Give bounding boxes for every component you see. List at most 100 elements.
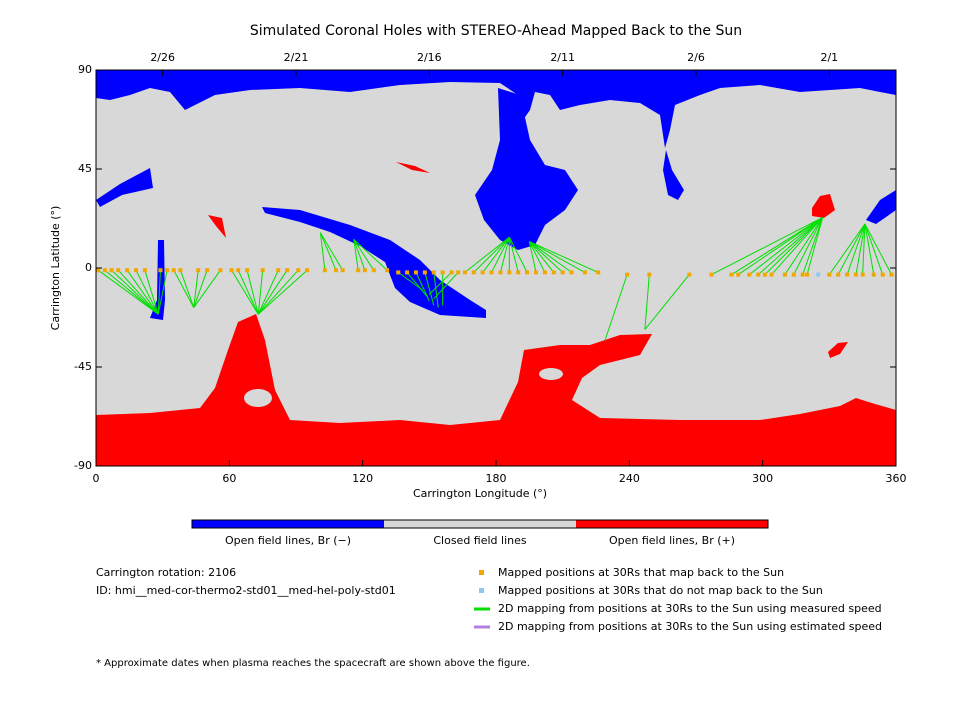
mapped-point xyxy=(371,268,376,273)
mapping-line xyxy=(499,237,510,273)
mapped-point xyxy=(582,270,587,275)
mapped-point xyxy=(362,268,367,273)
coronal-hole-positive xyxy=(828,342,848,358)
mapping-line xyxy=(319,232,326,271)
mapped-point xyxy=(196,268,201,273)
mapping-line xyxy=(246,270,259,315)
mapped-point xyxy=(805,272,810,277)
x-tick-label: 360 xyxy=(886,472,907,485)
colorbar-segment xyxy=(384,520,576,528)
mapping-line xyxy=(415,272,430,302)
mapped-point xyxy=(171,268,176,273)
x-tick-label: 240 xyxy=(619,472,640,485)
mapped-point xyxy=(422,270,427,275)
mapped-point xyxy=(769,272,774,277)
legend-label: Mapped positions at 30Rs that map back t… xyxy=(498,566,784,579)
mapped-point xyxy=(229,268,234,273)
mapping-line xyxy=(764,217,824,275)
mapping-line xyxy=(757,217,823,275)
mapping-line xyxy=(464,236,510,273)
legend-label: Mapped positions at 30Rs that do not map… xyxy=(498,584,823,597)
mapping-line xyxy=(508,237,519,273)
legend-marker xyxy=(479,588,484,593)
mapping-line xyxy=(257,269,299,315)
mapping-line xyxy=(173,269,195,308)
mapped-point xyxy=(729,272,734,277)
mapping-line xyxy=(528,241,546,273)
mapped-point xyxy=(218,268,223,273)
mapped-point xyxy=(709,272,714,277)
colorbar-label: Open field lines, Br (−) xyxy=(225,534,351,547)
mapped-point xyxy=(560,270,565,275)
mapping-line xyxy=(157,270,168,315)
mapped-point xyxy=(165,268,170,273)
mapped-point xyxy=(109,268,114,273)
mapping-line xyxy=(193,270,208,308)
mapped-point xyxy=(322,268,327,273)
mapping-line xyxy=(157,270,161,315)
mapping-line xyxy=(846,223,866,275)
mapped-point xyxy=(880,272,885,277)
mapping-line xyxy=(424,272,435,306)
mapped-point xyxy=(245,268,250,273)
x-tick-label: 120 xyxy=(352,472,373,485)
top-tick-label: 2/21 xyxy=(284,51,309,64)
mapped-point xyxy=(116,268,121,273)
footnote: * Approximate dates when plasma reaches … xyxy=(96,658,530,669)
mapping-line xyxy=(353,239,388,271)
mapping-line xyxy=(482,236,510,273)
legend-label: 2D mapping from positions at 30Rs to the… xyxy=(498,620,882,633)
mapped-point xyxy=(456,270,461,275)
mapped-point xyxy=(816,272,821,277)
x-tick-label: 0 xyxy=(93,472,100,485)
mapping-line xyxy=(862,223,866,275)
x-axis-label: Carrington Longitude (°) xyxy=(413,487,547,500)
mapped-point xyxy=(480,270,485,275)
mapping-line xyxy=(529,241,599,273)
coronal-hole-positive xyxy=(396,162,430,173)
legend-marker xyxy=(479,570,484,575)
mapped-point xyxy=(782,272,787,277)
mapped-point xyxy=(414,270,418,275)
mapping-line xyxy=(353,239,375,271)
mapped-point xyxy=(845,272,850,277)
mapped-point xyxy=(525,270,530,275)
top-tick-label: 2/1 xyxy=(820,51,838,64)
y-axis-label: Carrington Latitude (°) xyxy=(49,206,62,331)
mapped-point xyxy=(647,272,652,277)
mapped-point xyxy=(102,268,107,273)
mapped-point xyxy=(854,272,858,277)
mapping-line xyxy=(529,241,572,273)
mapping-line xyxy=(473,236,510,273)
mapped-point xyxy=(260,268,265,273)
coronal-hole-negative xyxy=(663,150,684,200)
mapped-point xyxy=(236,268,241,273)
mapped-point xyxy=(134,268,138,273)
top-tick-label: 2/16 xyxy=(417,51,442,64)
mapping-line xyxy=(802,217,824,275)
top-tick-label: 2/11 xyxy=(550,51,575,64)
id-note: ID: hmi__med-cor-thermo2-std01__med-hel-… xyxy=(96,584,396,597)
mapped-point xyxy=(687,272,692,277)
mapping-line xyxy=(126,269,159,315)
mapped-point xyxy=(334,268,338,273)
mapped-point xyxy=(385,268,390,273)
mapping-line xyxy=(528,241,537,273)
x-tick-label: 300 xyxy=(752,472,773,485)
mapped-point xyxy=(791,272,796,277)
mapping-line xyxy=(428,272,452,295)
coronal-hole-negative xyxy=(866,190,896,224)
y-tick-label: -90 xyxy=(74,459,92,472)
mapped-point xyxy=(569,270,574,275)
mapping-line xyxy=(320,232,344,271)
mapping-line xyxy=(406,272,428,297)
mapping-line xyxy=(771,217,824,275)
colorbar-label: Open field lines, Br (+) xyxy=(609,534,735,547)
mapped-point xyxy=(534,270,538,275)
mapping-line xyxy=(806,217,824,275)
mapping-line xyxy=(237,269,259,315)
mapping-line xyxy=(433,272,439,308)
mapping-line xyxy=(737,216,823,276)
mapped-point xyxy=(96,268,101,273)
mapped-point xyxy=(178,268,183,273)
